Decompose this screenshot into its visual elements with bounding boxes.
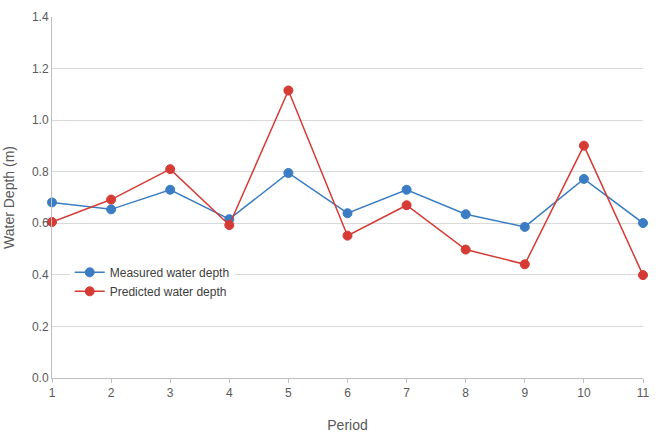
svg-text:5: 5 xyxy=(285,386,292,400)
svg-text:Measured water depth: Measured water depth xyxy=(110,266,229,280)
svg-text:2: 2 xyxy=(108,386,115,400)
svg-text:4: 4 xyxy=(226,386,233,400)
svg-text:6: 6 xyxy=(344,386,351,400)
svg-text:0.4: 0.4 xyxy=(32,268,49,282)
svg-text:10: 10 xyxy=(577,386,591,400)
svg-text:1: 1 xyxy=(49,386,56,400)
svg-text:8: 8 xyxy=(462,386,469,400)
svg-text:3: 3 xyxy=(167,386,174,400)
svg-text:Predicted water depth: Predicted water depth xyxy=(110,285,227,299)
svg-text:Period: Period xyxy=(327,417,367,433)
svg-text:0.6: 0.6 xyxy=(32,216,49,230)
svg-text:1.0: 1.0 xyxy=(32,113,49,127)
svg-text:Water Depth (m): Water Depth (m) xyxy=(1,146,17,249)
svg-text:0.0: 0.0 xyxy=(32,371,49,385)
svg-text:9: 9 xyxy=(521,386,528,400)
svg-text:0.8: 0.8 xyxy=(32,165,49,179)
svg-text:1.4: 1.4 xyxy=(32,10,49,24)
svg-text:7: 7 xyxy=(403,386,410,400)
svg-text:0.2: 0.2 xyxy=(32,320,49,334)
svg-text:1.2: 1.2 xyxy=(32,62,49,76)
svg-text:11: 11 xyxy=(637,386,650,400)
